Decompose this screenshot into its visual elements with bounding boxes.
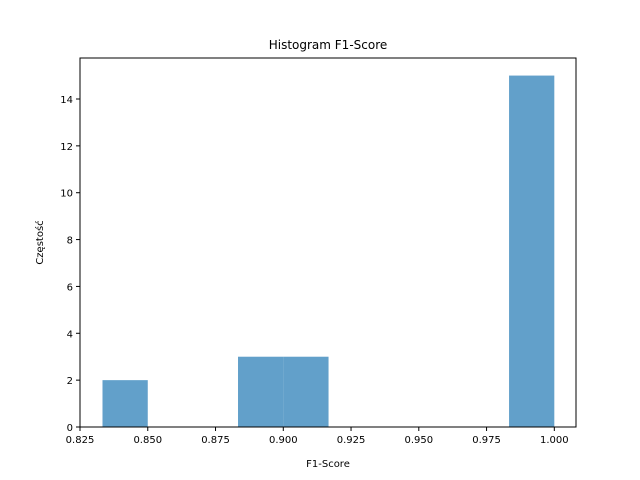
- histogram-bar-0: [102, 380, 148, 427]
- chart-title: Histogram F1-Score: [269, 38, 388, 52]
- x-tick-label: 0.850: [133, 435, 162, 446]
- y-axis-label: Częstość: [34, 220, 46, 264]
- x-tick-label: 0.900: [269, 435, 298, 446]
- y-tick-label: 12: [60, 142, 73, 153]
- x-tick-label: 0.975: [472, 435, 501, 446]
- x-tick-label: 0.875: [201, 435, 230, 446]
- y-tick-label: 6: [67, 282, 73, 293]
- bars-group: [102, 75, 555, 428]
- x-axis-ticks: 0.825 0.850 0.875 0.900 0.925 0.950 0.975 1.000: [66, 427, 569, 446]
- plot-frame: [79, 57, 577, 428]
- histogram-bar-3: [238, 356, 284, 427]
- histogram-bar-9: [509, 75, 555, 428]
- y-tick-label: 8: [67, 236, 73, 247]
- y-tick-label: 14: [60, 95, 73, 106]
- y-tick-label: 10: [60, 189, 73, 200]
- histogram-bar-4: [283, 356, 329, 427]
- x-tick-label: 1.000: [540, 435, 569, 446]
- y-tick-label: 4: [67, 329, 73, 340]
- x-tick-label: 0.825: [66, 435, 95, 446]
- y-tick-label: 2: [67, 376, 73, 387]
- y-axis-ticks: 0 2 4 6 8 10 12 14: [60, 95, 80, 434]
- x-axis-label: F1-Score: [306, 459, 350, 470]
- y-tick-label: 0: [67, 423, 73, 434]
- x-tick-label: 0.925: [337, 435, 366, 446]
- x-tick-label: 0.950: [404, 435, 433, 446]
